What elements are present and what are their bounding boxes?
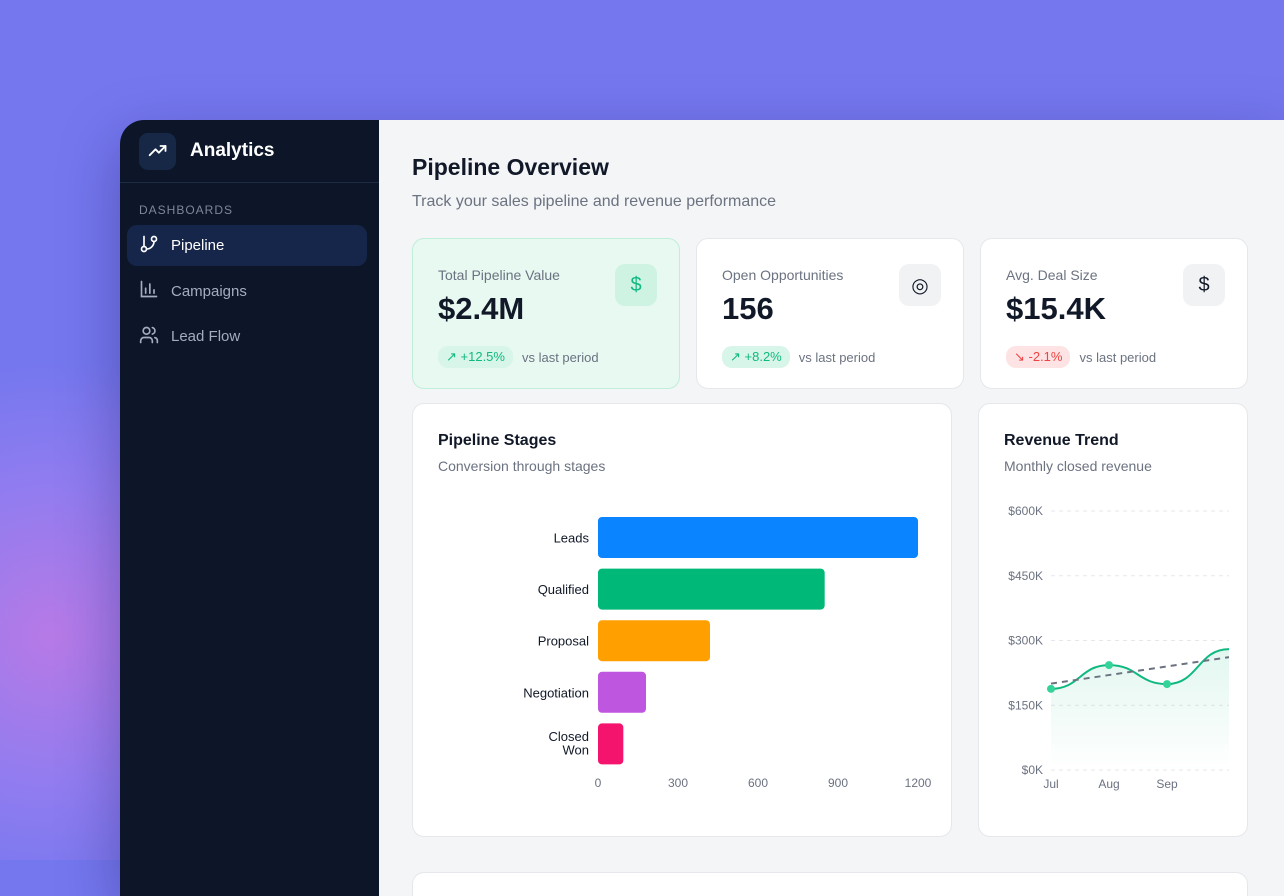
kpi-row: Total Pipeline Value $2.4M $ ↗ +12.5% vs … [412,238,1284,389]
sidebar: Analytics DASHBOARDS Pipeline Campaigns … [120,120,379,896]
x-tick-label: 0 [595,776,602,790]
trending-up-icon [139,132,176,170]
git-branch-icon [139,234,159,258]
pipeline-stages-card: Pipeline Stages Conversion through stage… [412,403,952,837]
dollar-icon: $ [1183,264,1225,306]
y-tick-label: $450K [1008,569,1043,583]
brand: Analytics [120,120,379,183]
change-value: -2.1% [1028,349,1063,364]
change-badge: ↗ +12.5% [438,346,513,368]
category-label: Qualified [538,582,589,597]
category-label: Leads [554,531,590,546]
sidebar-item-label: Lead Flow [171,328,241,345]
x-tick-label: 300 [668,776,688,790]
kpi-label: Total Pipeline Value [438,267,560,283]
category-label: Negotiation [523,685,589,700]
kpi-card-total-pipeline: Total Pipeline Value $2.4M $ ↗ +12.5% vs … [412,238,680,389]
kpi-note: vs last period [1079,349,1157,365]
trend-line [1050,656,1230,685]
sidebar-section-label: DASHBOARDS [139,203,234,217]
kpi-value: 156 [722,291,774,326]
bar-qualified [598,568,825,610]
sidebar-item-pipeline[interactable]: Pipeline [127,225,367,266]
bar-chart-icon [139,279,159,303]
revenue-trend-chart: $0K $150K $300K $450K $600K Jul Aug Sep [1008,504,1230,791]
category-label: Proposal [538,634,589,649]
y-tick-label: $600K [1008,504,1043,518]
revenue-area [1051,649,1229,770]
change-badge: ↘ -2.1% [1006,346,1071,368]
dollar-icon: $ [615,264,657,306]
sidebar-item-lead-flow[interactable]: Lead Flow [127,316,367,357]
card-title: Revenue Trend [1004,432,1119,449]
page-title: Pipeline Overview [412,154,609,180]
main-content: Pipeline Overview Track your sales pipel… [379,120,1284,896]
users-icon [139,325,159,349]
kpi-label: Open Opportunities [722,267,844,283]
target-icon: ◎ [899,264,941,306]
kpi-label: Avg. Deal Size [1006,267,1098,283]
sidebar-item-label: Campaigns [171,282,247,300]
app-window: Analytics DASHBOARDS Pipeline Campaigns … [120,120,1284,896]
revenue-point [1105,661,1113,670]
kpi-value: $2.4M [438,291,525,326]
y-tick-label: $300K [1008,634,1043,648]
category-label: Closed [549,729,589,744]
change-value: +12.5% [460,349,505,364]
x-tick-label: 900 [828,776,848,790]
kpi-note: vs last period [798,349,876,365]
bottom-card [412,872,1248,896]
revenue-point [1047,684,1055,693]
bar-closed-won [598,723,624,765]
app-title: Analytics [190,140,275,161]
category-label: Won [563,742,590,757]
pipeline-stages-chart: Leads Qualified Proposal Negotiation ClosedW… [523,517,932,790]
x-tick-label: Aug [1098,777,1119,791]
revenue-line [1050,648,1230,690]
kpi-value: $15.4K [1006,291,1106,326]
revenue-trend-card: Revenue Trend Monthly closed revenue $0K… [978,403,1248,837]
sidebar-item-campaigns[interactable]: Campaigns [127,271,367,312]
kpi-card-open-opportunities: Open Opportunities 156 ◎ ↗ +8.2% vs last … [696,238,964,389]
card-subtitle: Monthly closed revenue [1004,458,1152,474]
page-subtitle: Track your sales pipeline and revenue pe… [412,193,777,210]
x-tick-label: 1200 [905,776,932,790]
x-tick-label: Jul [1043,777,1058,791]
card-subtitle: Conversion through stages [438,458,606,474]
bar-proposal [598,620,710,662]
change-value: +8.2% [744,349,782,364]
card-title: Pipeline Stages [438,432,557,449]
bar-leads [598,517,918,558]
x-tick-label: 600 [748,776,768,790]
revenue-point [1163,680,1171,689]
kpi-card-avg-deal-size: Avg. Deal Size $15.4K $ ↘ -2.1% vs last p… [980,238,1248,389]
x-tick-label: Sep [1156,777,1178,791]
y-tick-label: $150K [1008,698,1043,712]
bar-negotiation [598,671,646,713]
y-tick-label: $0K [1022,763,1043,777]
change-badge: ↗ +8.2% [722,346,790,368]
sidebar-item-label: Pipeline [171,237,225,254]
kpi-note: vs last period [521,349,599,365]
